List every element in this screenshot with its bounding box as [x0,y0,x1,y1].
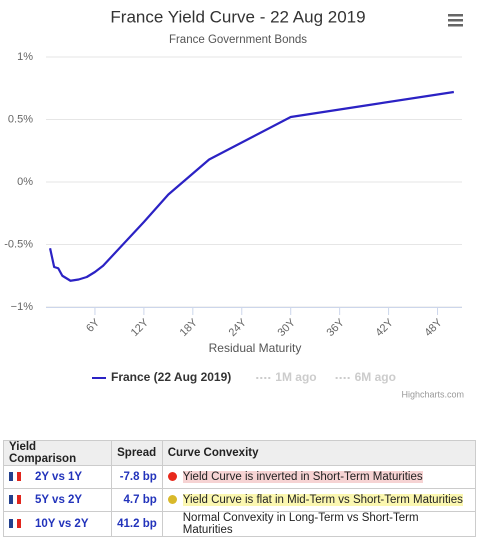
y-tick-label: 0% [17,176,33,188]
header: Curve Convexity [161,440,477,466]
table-row: 5Y vs 2Y 4.7 bp Yield Curve is flat in Mid… [2,488,477,512]
flag-icon [9,519,21,529]
convexity-cell: Yield Curve is flat in Mid-Term vs Short… [161,488,477,512]
pair-label: 2Y vs 1Y [35,471,83,483]
pair-cell: 2Y vs 1Y [2,465,113,489]
x-axis-label: Residual Maturity [209,341,302,355]
x-tick-label: 36Y [324,316,347,339]
chart: France Yield Curve - 22 Aug 2019 France … [4,7,464,399]
comparison-table: Yield Comparison Spread Curve Convexity … [2,440,477,537]
x-tick-label: 42Y [373,316,396,339]
x-tick-label: 6Y [84,316,102,334]
header: Spread [111,440,163,466]
spread-cell: -7.8 bp [111,465,163,489]
legend-item[interactable]: 1M ago [256,370,317,384]
x-tick-label: 30Y [276,316,299,339]
spread-cell: 4.7 bp [111,488,163,512]
chart-subtitle: France Government Bonds [169,34,307,46]
convexity-text: Yield Curve is inverted in Short-Term Ma… [182,471,423,483]
x-tick-label: 18Y [178,316,201,339]
spread-cell: 41.2 bp [111,511,163,537]
legend-item[interactable]: France (22 Aug 2019) [92,370,231,384]
x-tick-label: 24Y [227,316,250,339]
status-dot [167,472,177,482]
legend-label: France (22 Aug 2019) [111,370,231,384]
header-row: Yield Comparison Spread Curve Convexity [2,440,477,466]
legend-label: 6M ago [355,370,396,384]
y-tick-label: -0.5% [4,238,33,250]
y-tick-label: 0.5% [8,113,33,125]
status-dot [167,495,177,505]
header: Yield Comparison [2,440,113,466]
pair-cell: 5Y vs 2Y [2,488,113,512]
legend-item[interactable]: 6M ago [335,370,396,384]
convexity-cell: Yield Curve is inverted in Short-Term Ma… [161,465,477,489]
convexity-text: Yield Curve is flat in Mid-Term vs Short… [182,494,463,506]
line-series [49,90,455,282]
convexity-text: Normal Convexity in Long-Term vs Short-T… [182,512,419,536]
flag-icon [9,472,21,482]
menu-button[interactable] [448,14,463,27]
pair-label: 10Y vs 2Y [35,518,89,530]
chart-title: France Yield Curve - 22 Aug 2019 [110,7,365,26]
table-row: 2Y vs 1Y -7.8 bp Yield Curve is inverted i… [2,465,477,489]
pair-cell: 10Y vs 2Y [2,511,113,537]
pair-label: 5Y vs 2Y [35,494,83,506]
table-row: 10Y vs 2Y 41.2 bp Normal Convexity in Long… [2,511,477,537]
flag-icon [9,495,21,505]
y-tick-label: −1% [11,301,34,313]
x-tick-label: 12Y [129,316,152,339]
legend-label: 1M ago [275,370,316,384]
convexity-cell: Normal Convexity in Long-Term vs Short-T… [161,511,477,537]
x-tick-label: 48Y [422,316,445,339]
y-tick-label: 1% [17,51,33,63]
credits[interactable]: Highcharts.com [401,389,464,399]
